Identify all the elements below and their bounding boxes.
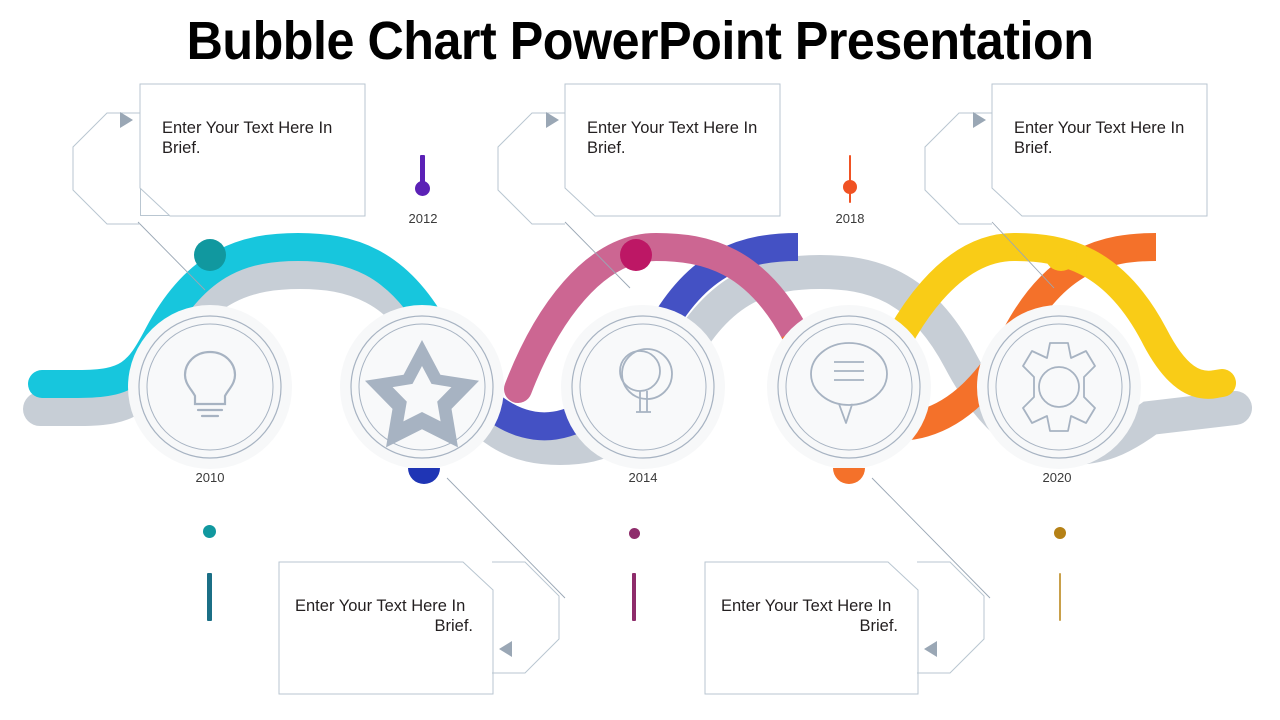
speech-bubble-icon [810, 342, 888, 424]
tick-marker-2018 [805, 155, 895, 245]
tick-stem [207, 573, 212, 621]
accent-halfdisc-2012 [408, 468, 440, 484]
tag-arrow-markers [120, 112, 986, 657]
tag-outline-bottom-1 [492, 561, 560, 674]
bubble-2018[interactable] [767, 305, 931, 469]
tick-stem [632, 573, 636, 621]
callout-text: Enter Your Text Here In Brief. [1014, 119, 1185, 158]
connector-top-3 [991, 221, 1055, 289]
tick-dot [203, 525, 216, 538]
tick-dot [415, 181, 430, 196]
bubble-ring-inner [995, 323, 1123, 451]
connector-top-2 [564, 221, 631, 289]
bubble-2020[interactable] [977, 305, 1141, 469]
callout-text: Enter Your Text Here In Brief. [721, 596, 898, 636]
bubble-2010[interactable] [128, 305, 292, 469]
year-label-2020: 2020 [1042, 470, 1072, 485]
tick-marker-2012 [378, 155, 468, 245]
triangle-left-icon-2 [924, 641, 937, 657]
tick-dot [629, 528, 640, 539]
accent-dot-2014 [620, 239, 652, 271]
callout-top-3[interactable]: Enter Your Text Here In Brief. [991, 83, 1208, 217]
star-icon [365, 340, 479, 448]
triangle-right-icon-3 [973, 112, 986, 128]
tick-marker-2014 [590, 525, 680, 621]
callout-text-line1: Enter Your Text Here In [295, 597, 466, 615]
callout-text: Enter Your Text Here In Brief. [295, 596, 473, 636]
bubble-ring-inner [579, 323, 707, 451]
lightbulb-icon [183, 350, 237, 418]
callout-text: Enter Your Text Here In Brief. [587, 119, 758, 158]
triangle-left-icon-1 [499, 641, 512, 657]
year-label-2014: 2014 [628, 470, 658, 485]
tick-stem [420, 155, 425, 190]
callout-text-line2: Brief. [434, 617, 473, 636]
callout-text-line2: Brief. [859, 617, 898, 636]
callout-top-1[interactable]: Enter Your Text Here In Brief. [139, 83, 366, 217]
connector-bottom-1 [446, 477, 566, 599]
accent-dot-2010 [194, 239, 226, 271]
callout-top-2[interactable]: Enter Your Text Here In Brief. [564, 83, 781, 217]
tick-dot [1054, 527, 1066, 539]
callout-shape [991, 83, 1208, 217]
tick-stem [849, 155, 851, 203]
tick-dot [843, 180, 857, 194]
callout-shape [704, 561, 919, 695]
connector-top-1 [137, 221, 206, 291]
connector-bottom-2 [871, 477, 991, 599]
callout-shape [278, 561, 494, 695]
bubble-ring-inner [146, 323, 274, 451]
callout-bottom-2[interactable]: Enter Your Text Here In Brief. [704, 561, 919, 695]
callout-text-line1: Enter Your Text Here In [721, 597, 892, 615]
accent-dot-2020 [1045, 239, 1077, 271]
magnifier-icon [619, 348, 673, 413]
tick-marker-2010 [165, 525, 255, 621]
tick-stem [1059, 573, 1061, 621]
tick-marker-2020 [1015, 525, 1105, 621]
tag-outline-top-1 [72, 112, 140, 225]
tag-outline-top-3 [924, 112, 992, 225]
callout-shape [139, 83, 366, 217]
gear-icon [1022, 342, 1096, 432]
bubble-2014[interactable] [561, 305, 725, 469]
bubble-ring-inner [358, 323, 486, 451]
triangle-right-icon-1 [120, 112, 133, 128]
tag-outline-top-2 [497, 112, 565, 225]
page-title: Bubble Chart PowerPoint Presentation [186, 11, 1094, 71]
callout-shape [564, 83, 781, 217]
year-label-2012: 2012 [408, 211, 438, 226]
year-label-2010: 2010 [195, 470, 225, 485]
triangle-right-icon-2 [546, 112, 559, 128]
callout-bottom-1[interactable]: Enter Your Text Here In Brief. [278, 561, 494, 695]
bubble-2012[interactable] [340, 305, 504, 469]
tag-outline-bottom-2 [917, 561, 985, 674]
accent-halfdisc-2018 [833, 468, 865, 484]
callout-text: Enter Your Text Here In Brief. [162, 119, 333, 158]
year-label-2018: 2018 [835, 211, 865, 226]
